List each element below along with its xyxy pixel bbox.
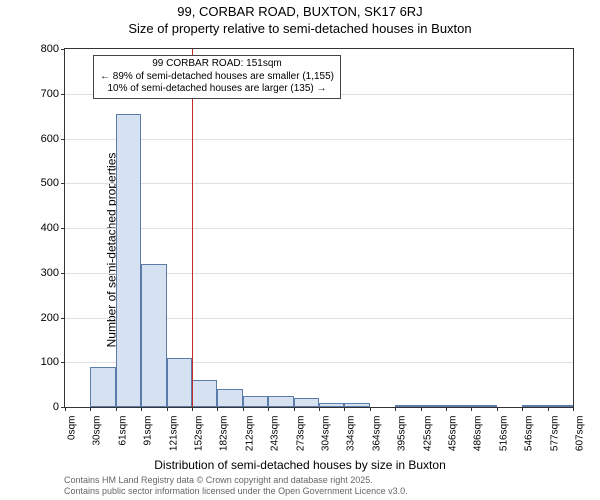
histogram-bar — [141, 264, 166, 407]
x-tick-label: 0sqm — [61, 416, 78, 440]
x-tick-mark — [344, 407, 345, 411]
x-tick-label: 273sqm — [289, 416, 306, 452]
x-tick-label: 91sqm — [137, 416, 154, 446]
y-tick-label: 800 — [41, 43, 65, 55]
grid-line — [65, 228, 573, 229]
y-tick-label: 100 — [41, 356, 65, 368]
chart-title: 99, CORBAR ROAD, BUXTON, SK17 6RJ Size o… — [0, 0, 600, 38]
annotation-line-2: ← 89% of semi-detached houses are smalle… — [100, 71, 334, 84]
histogram-bar — [294, 398, 319, 407]
histogram-bar — [192, 380, 217, 407]
plot-area: 01002003004005006007008000sqm30sqm61sqm9… — [64, 48, 574, 408]
x-tick-mark — [497, 407, 498, 411]
x-tick-label: 243sqm — [264, 416, 281, 452]
x-tick-mark — [395, 407, 396, 411]
y-tick-label: 500 — [41, 177, 65, 189]
title-line-2: Size of property relative to semi-detach… — [0, 21, 600, 38]
histogram-bar — [471, 405, 496, 407]
x-tick-mark — [548, 407, 549, 411]
histogram-bar — [243, 396, 268, 407]
histogram-bar — [319, 403, 344, 407]
x-tick-label: 516sqm — [492, 416, 509, 452]
histogram-bar — [344, 403, 369, 407]
histogram-bar — [446, 405, 471, 407]
x-tick-mark — [167, 407, 168, 411]
x-tick-mark — [90, 407, 91, 411]
x-tick-label: 456sqm — [442, 416, 459, 452]
x-tick-label: 152sqm — [188, 416, 205, 452]
x-tick-label: 607sqm — [569, 416, 586, 452]
x-tick-label: 486sqm — [467, 416, 484, 452]
y-tick-label: 600 — [41, 133, 65, 145]
x-tick-mark — [243, 407, 244, 411]
annotation-box: 99 CORBAR ROAD: 151sqm ← 89% of semi-det… — [93, 55, 341, 99]
y-tick-label: 0 — [53, 401, 65, 413]
x-tick-mark — [217, 407, 218, 411]
histogram-bar — [217, 389, 242, 407]
footer-line-1: Contains HM Land Registry data © Crown c… — [64, 475, 408, 487]
histogram-bar — [90, 367, 115, 407]
footer-attribution: Contains HM Land Registry data © Crown c… — [64, 475, 408, 498]
x-tick-mark — [116, 407, 117, 411]
x-tick-label: 425sqm — [416, 416, 433, 452]
x-axis-label: Distribution of semi-detached houses by … — [0, 458, 600, 472]
x-tick-label: 546sqm — [518, 416, 535, 452]
x-tick-label: 61sqm — [111, 416, 128, 446]
x-tick-label: 304sqm — [315, 416, 332, 452]
histogram-bar — [268, 396, 293, 407]
histogram-bar — [167, 358, 192, 407]
x-tick-mark — [573, 407, 574, 411]
reference-line — [192, 49, 193, 407]
x-tick-mark — [421, 407, 422, 411]
y-tick-label: 200 — [41, 312, 65, 324]
x-tick-label: 334sqm — [340, 416, 357, 452]
x-tick-mark — [268, 407, 269, 411]
x-tick-label: 577sqm — [543, 416, 560, 452]
x-tick-label: 121sqm — [162, 416, 179, 452]
y-tick-label: 300 — [41, 267, 65, 279]
x-tick-label: 182sqm — [213, 416, 230, 452]
x-tick-label: 212sqm — [238, 416, 255, 452]
x-tick-label: 30sqm — [86, 416, 103, 446]
annotation-line-3: 10% of semi-detached houses are larger (… — [100, 83, 334, 96]
x-tick-mark — [319, 407, 320, 411]
x-tick-mark — [192, 407, 193, 411]
x-tick-mark — [446, 407, 447, 411]
histogram-bar — [522, 405, 547, 407]
annotation-line-1: 99 CORBAR ROAD: 151sqm — [100, 58, 334, 71]
chart-container: 99, CORBAR ROAD, BUXTON, SK17 6RJ Size o… — [0, 0, 600, 500]
x-tick-mark — [141, 407, 142, 411]
x-tick-mark — [65, 407, 66, 411]
histogram-bar — [421, 405, 446, 407]
x-tick-mark — [471, 407, 472, 411]
grid-line — [65, 183, 573, 184]
y-tick-label: 700 — [41, 88, 65, 100]
x-tick-mark — [370, 407, 371, 411]
y-tick-label: 400 — [41, 222, 65, 234]
footer-line-2: Contains public sector information licen… — [64, 486, 408, 498]
histogram-bar — [548, 405, 573, 407]
histogram-bar — [395, 405, 420, 407]
title-line-1: 99, CORBAR ROAD, BUXTON, SK17 6RJ — [0, 4, 600, 21]
histogram-bar — [116, 114, 141, 407]
x-tick-mark — [522, 407, 523, 411]
x-tick-mark — [294, 407, 295, 411]
x-tick-label: 395sqm — [391, 416, 408, 452]
x-tick-label: 364sqm — [365, 416, 382, 452]
grid-line — [65, 139, 573, 140]
